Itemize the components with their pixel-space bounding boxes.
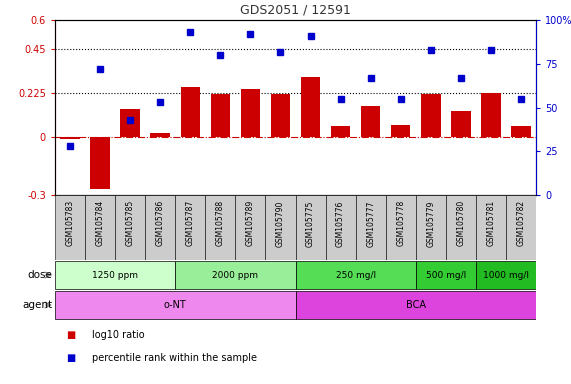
Text: GDS2051 / 12591: GDS2051 / 12591 [240,3,351,16]
Bar [416,261,476,290]
Bar [481,93,501,137]
Text: 250 mg/l: 250 mg/l [336,270,376,280]
Text: GSM105785: GSM105785 [126,200,135,247]
Text: agent: agent [22,300,52,310]
Text: GSM105776: GSM105776 [336,200,345,247]
Text: GSM105788: GSM105788 [216,200,225,246]
Bar [325,195,356,260]
Bar [175,261,296,290]
Text: GSM105777: GSM105777 [366,200,375,247]
Bar [90,137,110,189]
Bar [385,195,416,260]
Text: BCA: BCA [406,300,426,310]
Text: GSM105779: GSM105779 [427,200,435,247]
Text: GSM105778: GSM105778 [396,200,405,247]
Text: 2000 ppm: 2000 ppm [212,270,258,280]
Bar [476,261,536,290]
Bar [115,195,145,260]
Text: ■: ■ [66,330,76,340]
Bar [85,195,115,260]
Text: 1000 mg/l: 1000 mg/l [483,270,529,280]
Bar [55,195,85,260]
Text: GSM105781: GSM105781 [486,200,496,246]
Bar [61,137,80,139]
Bar [206,195,235,260]
Text: o-NT: o-NT [164,300,187,310]
Bar [235,195,266,260]
Text: 1250 ppm: 1250 ppm [92,270,138,280]
Bar [296,195,325,260]
Bar [506,195,536,260]
Bar [271,94,290,137]
Text: percentile rank within the sample: percentile rank within the sample [92,353,257,363]
Text: GSM105782: GSM105782 [516,200,525,246]
Bar [421,94,441,137]
Bar [296,291,536,319]
Text: GSM105790: GSM105790 [276,200,285,247]
Bar [356,195,385,260]
Text: GSM105783: GSM105783 [66,200,75,247]
Bar [55,261,175,290]
Bar [391,125,411,137]
Bar [446,195,476,260]
Text: GSM105787: GSM105787 [186,200,195,247]
Text: dose: dose [27,270,52,280]
Bar [211,94,230,137]
Text: GSM105780: GSM105780 [456,200,465,247]
Text: GSM105784: GSM105784 [95,200,104,247]
Bar [451,111,471,137]
Bar [55,291,296,319]
Bar [296,261,416,290]
Text: log10 ratio: log10 ratio [92,330,144,340]
Text: 500 mg/l: 500 mg/l [426,270,466,280]
Bar [175,195,206,260]
Bar [511,126,530,137]
Text: GSM105789: GSM105789 [246,200,255,247]
Text: ■: ■ [66,353,76,363]
Text: GSM105775: GSM105775 [306,200,315,247]
Bar [416,195,446,260]
Bar [120,109,140,137]
Bar [301,77,320,137]
Bar [266,195,296,260]
Bar [240,89,260,137]
Bar [180,87,200,137]
Bar [150,133,170,137]
Bar [476,195,506,260]
Text: GSM105786: GSM105786 [156,200,164,247]
Bar [331,126,351,137]
Bar [145,195,175,260]
Bar [361,106,380,137]
